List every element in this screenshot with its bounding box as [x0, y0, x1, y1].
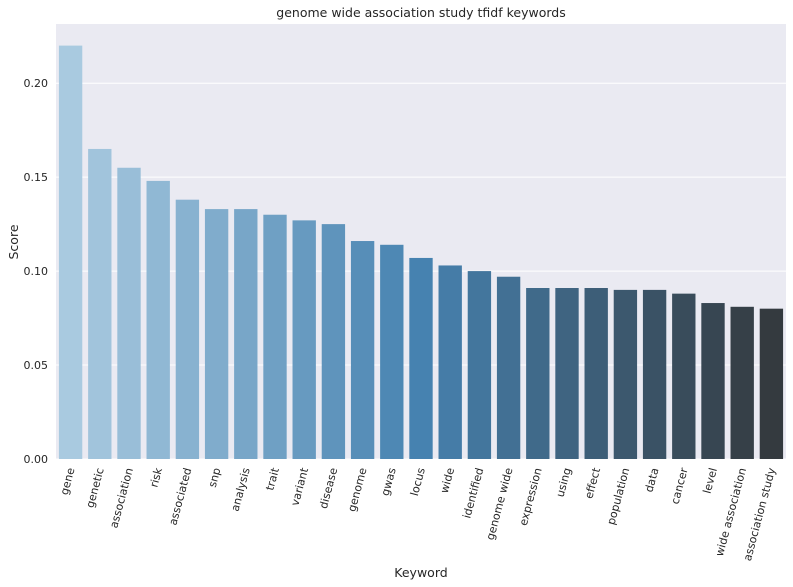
x-tick-label: genome wide — [484, 466, 516, 541]
y-tick-label: 0.20 — [24, 77, 49, 90]
bar-associated — [175, 199, 200, 459]
x-tick-label: wide — [438, 466, 457, 495]
x-tick-label: association — [107, 466, 136, 529]
y-tick-label: 0.15 — [24, 171, 49, 184]
x-tick-label: snp — [206, 466, 224, 488]
x-tick-label: genetic — [84, 466, 107, 509]
x-tick-label: locus — [408, 466, 428, 497]
y-tick-label: 0.05 — [24, 359, 49, 372]
bar-identified — [467, 271, 492, 459]
x-tick-label: cancer — [669, 466, 691, 506]
bar-effect — [584, 288, 608, 459]
x-axis-label: Keyword — [394, 565, 447, 580]
x-tick-label: associated — [167, 466, 195, 526]
bar-disease — [321, 224, 346, 459]
chart-title: genome wide association study tfidf keyw… — [276, 5, 565, 20]
x-tick-label: association study — [741, 466, 778, 562]
bar-trait — [263, 214, 287, 459]
bar-data — [642, 289, 667, 459]
bar-population — [613, 289, 638, 459]
bar-cancer — [672, 293, 696, 459]
x-tick-label: effect — [582, 466, 603, 500]
bar-wide-association — [730, 306, 754, 459]
x-tick-label: gwas — [379, 466, 399, 497]
bar-genome — [350, 241, 375, 459]
x-tick-label: variant — [288, 466, 311, 508]
x-tick-label: data — [643, 466, 662, 493]
bar-using — [555, 288, 579, 459]
x-tick-label: expression — [517, 466, 545, 527]
bar-snp — [204, 209, 229, 459]
x-tick-label: trait — [263, 466, 282, 492]
x-tick-label: identified — [460, 466, 486, 519]
bar-gwas — [380, 244, 404, 459]
x-tick-label: population — [605, 466, 633, 526]
bar-genetic — [88, 148, 112, 460]
bar-gene — [58, 45, 83, 459]
bar-wide — [438, 265, 462, 459]
x-tick-labels: gene genetic association risk associated snp a… — [58, 466, 779, 563]
bar-association — [117, 167, 141, 459]
bars — [58, 45, 784, 460]
x-tick-label: using — [554, 466, 574, 498]
y-axis-label: Score — [6, 224, 21, 259]
bar-association-study — [759, 308, 784, 459]
bar-locus — [409, 257, 433, 459]
bar-variant — [292, 220, 316, 459]
x-tick-label: analysis — [229, 466, 253, 513]
bar-level — [701, 303, 725, 459]
y-tick-label: 0.00 — [24, 453, 49, 466]
x-tick-label: genome — [345, 466, 369, 513]
x-tick-label: level — [701, 466, 720, 495]
x-tick-label: risk — [147, 466, 165, 489]
y-tick-label: 0.10 — [24, 265, 49, 278]
x-tick-label: disease — [317, 466, 340, 510]
x-tick-label: gene — [58, 466, 78, 496]
bar-expression — [526, 288, 550, 459]
x-tick-label: wide association — [713, 466, 749, 557]
bar-genome-wide — [496, 276, 521, 459]
y-tick-labels: 0.00 0.05 0.10 0.15 0.20 — [24, 77, 49, 466]
bar-risk — [146, 180, 170, 460]
bar-analysis — [234, 209, 258, 459]
